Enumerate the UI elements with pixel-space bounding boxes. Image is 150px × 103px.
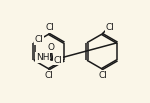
Text: Cl: Cl — [106, 22, 115, 32]
Text: Cl: Cl — [45, 23, 54, 32]
Text: Cl: Cl — [99, 71, 108, 80]
Text: Cl: Cl — [35, 35, 44, 44]
Text: Cl: Cl — [45, 71, 53, 80]
Text: Cl: Cl — [54, 56, 62, 65]
Text: NH: NH — [36, 53, 50, 62]
Text: O: O — [47, 43, 54, 52]
